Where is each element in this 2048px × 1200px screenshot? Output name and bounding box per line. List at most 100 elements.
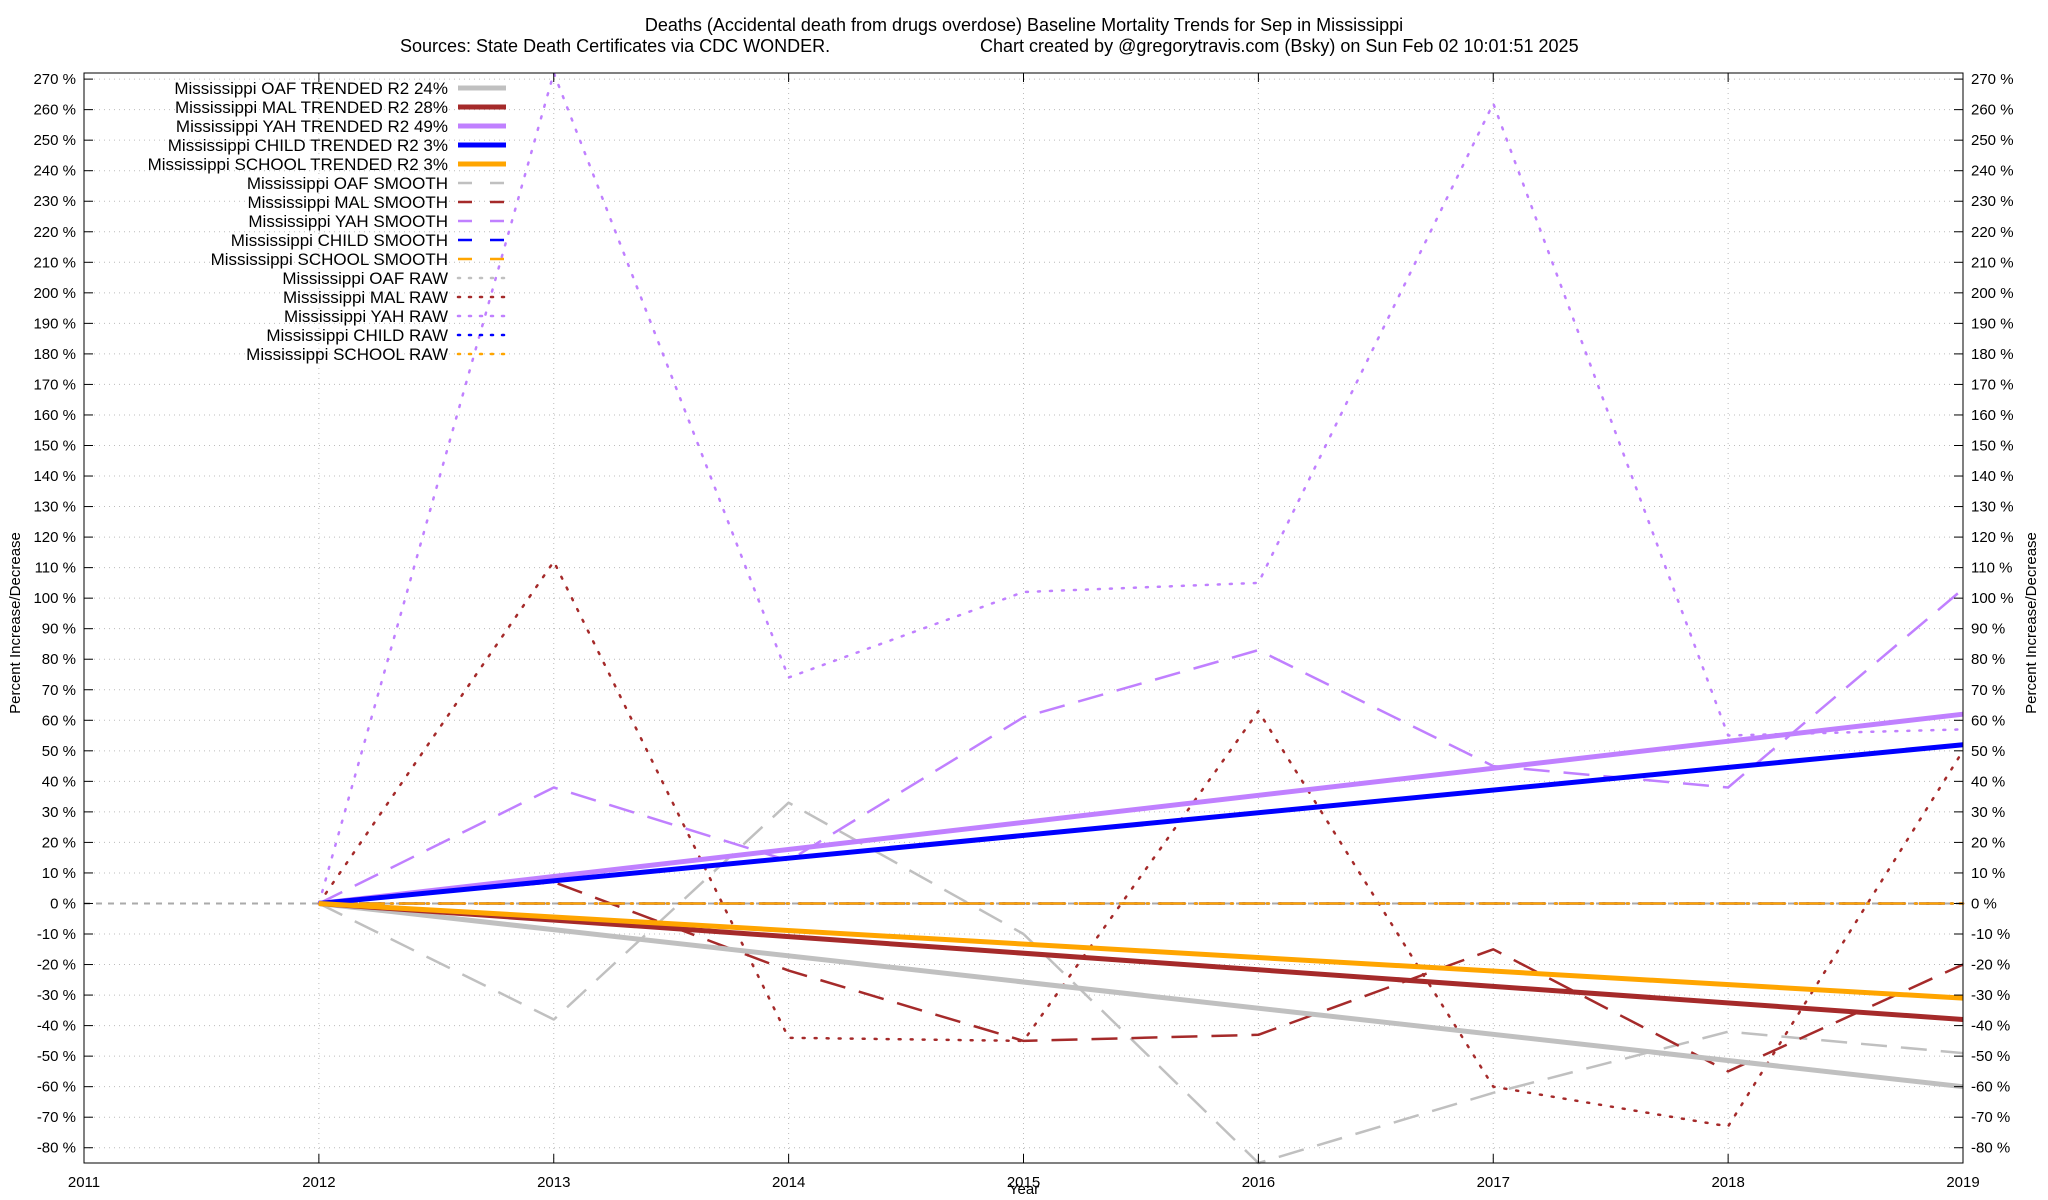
y-tick-label-right: 150 % <box>1971 437 2014 454</box>
y-tick-label-left: 0 % <box>50 895 76 912</box>
y-tick-label-left: -20 % <box>37 957 76 974</box>
y-tick-label-right: 40 % <box>1971 773 2005 790</box>
x-tick-label: 2019 <box>1946 1174 1979 1191</box>
y-tick-label-left: -70 % <box>37 1109 76 1126</box>
y-axis-ticks-right: -80 % -70 % -60 % -50 % -40 % -30 % -20 % -10 %… <box>1954 71 2014 1157</box>
series-line-mal-trended-r2-28 <box>318 901 1964 1022</box>
x-tick-label: 2017 <box>1477 1174 1510 1191</box>
legend: Mississippi OAF TRENDED R2 24% Mississipp… <box>148 79 508 364</box>
y-tick-label-right: 220 % <box>1971 224 2014 241</box>
series-line-mal-raw <box>317 560 1965 1128</box>
y-tick-label-right: 60 % <box>1971 712 2005 729</box>
series-line-yah-trended-r2-49 <box>318 711 1964 906</box>
legend-label: Mississippi MAL RAW <box>283 288 448 307</box>
series-line-mal-smooth <box>318 880 1964 1073</box>
x-tick-label: 2013 <box>537 1174 570 1191</box>
y-axis-ticks-left: -80 % -70 % -60 % -50 % -40 % -30 % -20 % -10 %… <box>33 71 93 1157</box>
y-tick-label-right: 260 % <box>1971 102 2014 119</box>
y-tick-label-left: 160 % <box>33 407 76 424</box>
chart-subtitle-sources: Sources: State Death Certificates via CD… <box>400 36 830 56</box>
y-tick-label-left: 230 % <box>33 193 76 210</box>
y-tick-label-right: 30 % <box>1971 804 2005 821</box>
y-tick-label-left: 180 % <box>33 346 76 363</box>
x-tick-label: 2018 <box>1711 1174 1744 1191</box>
y-tick-label-right: -60 % <box>1971 1079 2010 1096</box>
y-tick-label-right: 70 % <box>1971 682 2005 699</box>
y-tick-label-left: 60 % <box>42 712 76 729</box>
y-tick-label-right: 180 % <box>1971 346 2014 363</box>
legend-label: Mississippi CHILD TRENDED R2 3% <box>168 136 448 155</box>
y-tick-label-right: 270 % <box>1971 71 2014 88</box>
x-tick-label: 2012 <box>302 1174 335 1191</box>
y-tick-label-right: 230 % <box>1971 193 2014 210</box>
legend-label: Mississippi OAF TRENDED R2 24% <box>174 79 448 98</box>
legend-label: Mississippi OAF RAW <box>282 269 448 288</box>
x-tick-label: 2014 <box>772 1174 805 1191</box>
y-tick-label-right: -10 % <box>1971 926 2010 943</box>
y-tick-label-left: 190 % <box>33 315 76 332</box>
y-tick-label-right: 0 % <box>1971 895 1997 912</box>
y-tick-label-left: 270 % <box>33 71 76 88</box>
chart-title: Deaths (Accidental death from drugs over… <box>645 15 1403 35</box>
y-tick-label-right: 90 % <box>1971 621 2005 638</box>
y-axis-label-left: Percent Increase/Decrease <box>7 532 24 714</box>
y-tick-label-left: 20 % <box>42 834 76 851</box>
y-tick-label-right: 110 % <box>1971 560 2012 577</box>
y-tick-label-left: 130 % <box>33 499 76 516</box>
series-line-school-trended-r2-3 <box>318 901 1964 1001</box>
y-tick-label-right: 170 % <box>1971 376 2014 393</box>
y-tick-label-left: 120 % <box>33 529 76 546</box>
legend-label: Mississippi SCHOOL TRENDED R2 3% <box>148 155 448 174</box>
y-tick-label-right: 210 % <box>1971 254 2014 271</box>
y-tick-label-right: 20 % <box>1971 834 2005 851</box>
y-tick-label-left: -60 % <box>37 1079 76 1096</box>
y-tick-label-right: 200 % <box>1971 285 2014 302</box>
legend-label: Mississippi MAL SMOOTH <box>247 193 448 212</box>
y-tick-label-right: 130 % <box>1971 499 2014 516</box>
y-tick-label-left: 200 % <box>33 285 76 302</box>
y-tick-label-right: 190 % <box>1971 315 2014 332</box>
y-tick-label-left: 70 % <box>42 682 76 699</box>
y-tick-label-right: -50 % <box>1971 1048 2010 1065</box>
y-tick-label-left: 50 % <box>42 743 76 760</box>
y-tick-label-left: -50 % <box>37 1048 76 1065</box>
x-tick-label: 2015 <box>1007 1174 1040 1191</box>
y-tick-label-left: 140 % <box>33 468 76 485</box>
series-line-yah-raw <box>317 71 1965 905</box>
x-axis-label: Year <box>1009 1181 1039 1198</box>
series-line-oaf-smooth <box>318 801 1964 1165</box>
y-tick-label-right: -80 % <box>1971 1140 2010 1157</box>
grid-lines <box>84 73 1963 1163</box>
y-tick-label-left: 110 % <box>35 560 76 577</box>
y-tick-label-left: 10 % <box>42 865 76 882</box>
y-tick-label-right: 250 % <box>1971 132 2014 149</box>
legend-label: Mississippi YAH RAW <box>284 307 448 326</box>
legend-label: Mississippi OAF SMOOTH <box>247 174 448 193</box>
y-tick-label-right: 80 % <box>1971 651 2005 668</box>
y-tick-label-left: 210 % <box>33 254 76 271</box>
y-tick-label-right: -40 % <box>1971 1018 2010 1035</box>
y-tick-label-left: 40 % <box>42 773 76 790</box>
y-tick-label-left: -10 % <box>37 926 76 943</box>
y-tick-label-right: 140 % <box>1971 468 2014 485</box>
legend-label: Mississippi SCHOOL RAW <box>246 345 448 364</box>
series-line-oaf-trended-r2-24 <box>318 901 1964 1090</box>
y-tick-label-right: 100 % <box>1971 590 2014 607</box>
y-tick-label-left: 150 % <box>33 437 76 454</box>
series-line-yah-smooth <box>318 588 1964 905</box>
y-tick-label-right: 10 % <box>1971 865 2005 882</box>
y-tick-label-right: -30 % <box>1971 987 2010 1004</box>
y-tick-label-left: 100 % <box>33 590 76 607</box>
chart-subtitle-credit: Chart created by @gregorytravis.com (Bsk… <box>980 36 1579 56</box>
legend-label: Mississippi CHILD RAW <box>266 326 448 345</box>
y-tick-label-left: 220 % <box>33 224 76 241</box>
y-tick-label-left: -30 % <box>37 987 76 1004</box>
x-tick-label: 2016 <box>1242 1174 1275 1191</box>
y-tick-label-right: -70 % <box>1971 1109 2010 1126</box>
series-lines <box>317 71 1965 1165</box>
y-tick-label-left: -80 % <box>37 1140 76 1157</box>
y-tick-label-right: 240 % <box>1971 163 2014 180</box>
legend-label: Mississippi SCHOOL SMOOTH <box>211 250 448 269</box>
legend-label: Mississippi CHILD SMOOTH <box>231 231 448 250</box>
